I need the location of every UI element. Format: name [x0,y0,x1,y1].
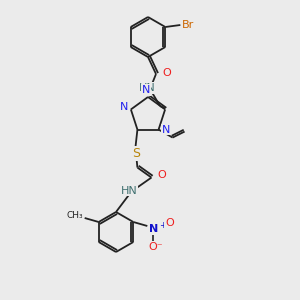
Text: O⁻: O⁻ [148,242,163,252]
Text: O: O [157,169,166,180]
Text: S: S [132,147,140,160]
Text: Br: Br [182,20,194,30]
Text: O: O [163,68,171,78]
Text: +: + [160,221,167,230]
Text: N: N [161,124,170,135]
Text: O: O [165,218,174,228]
Text: N: N [120,102,128,112]
Text: N: N [142,85,150,95]
Text: CH₃: CH₃ [66,212,83,220]
Text: HN: HN [139,83,155,93]
Text: N: N [149,224,158,234]
Text: HN: HN [121,186,138,196]
